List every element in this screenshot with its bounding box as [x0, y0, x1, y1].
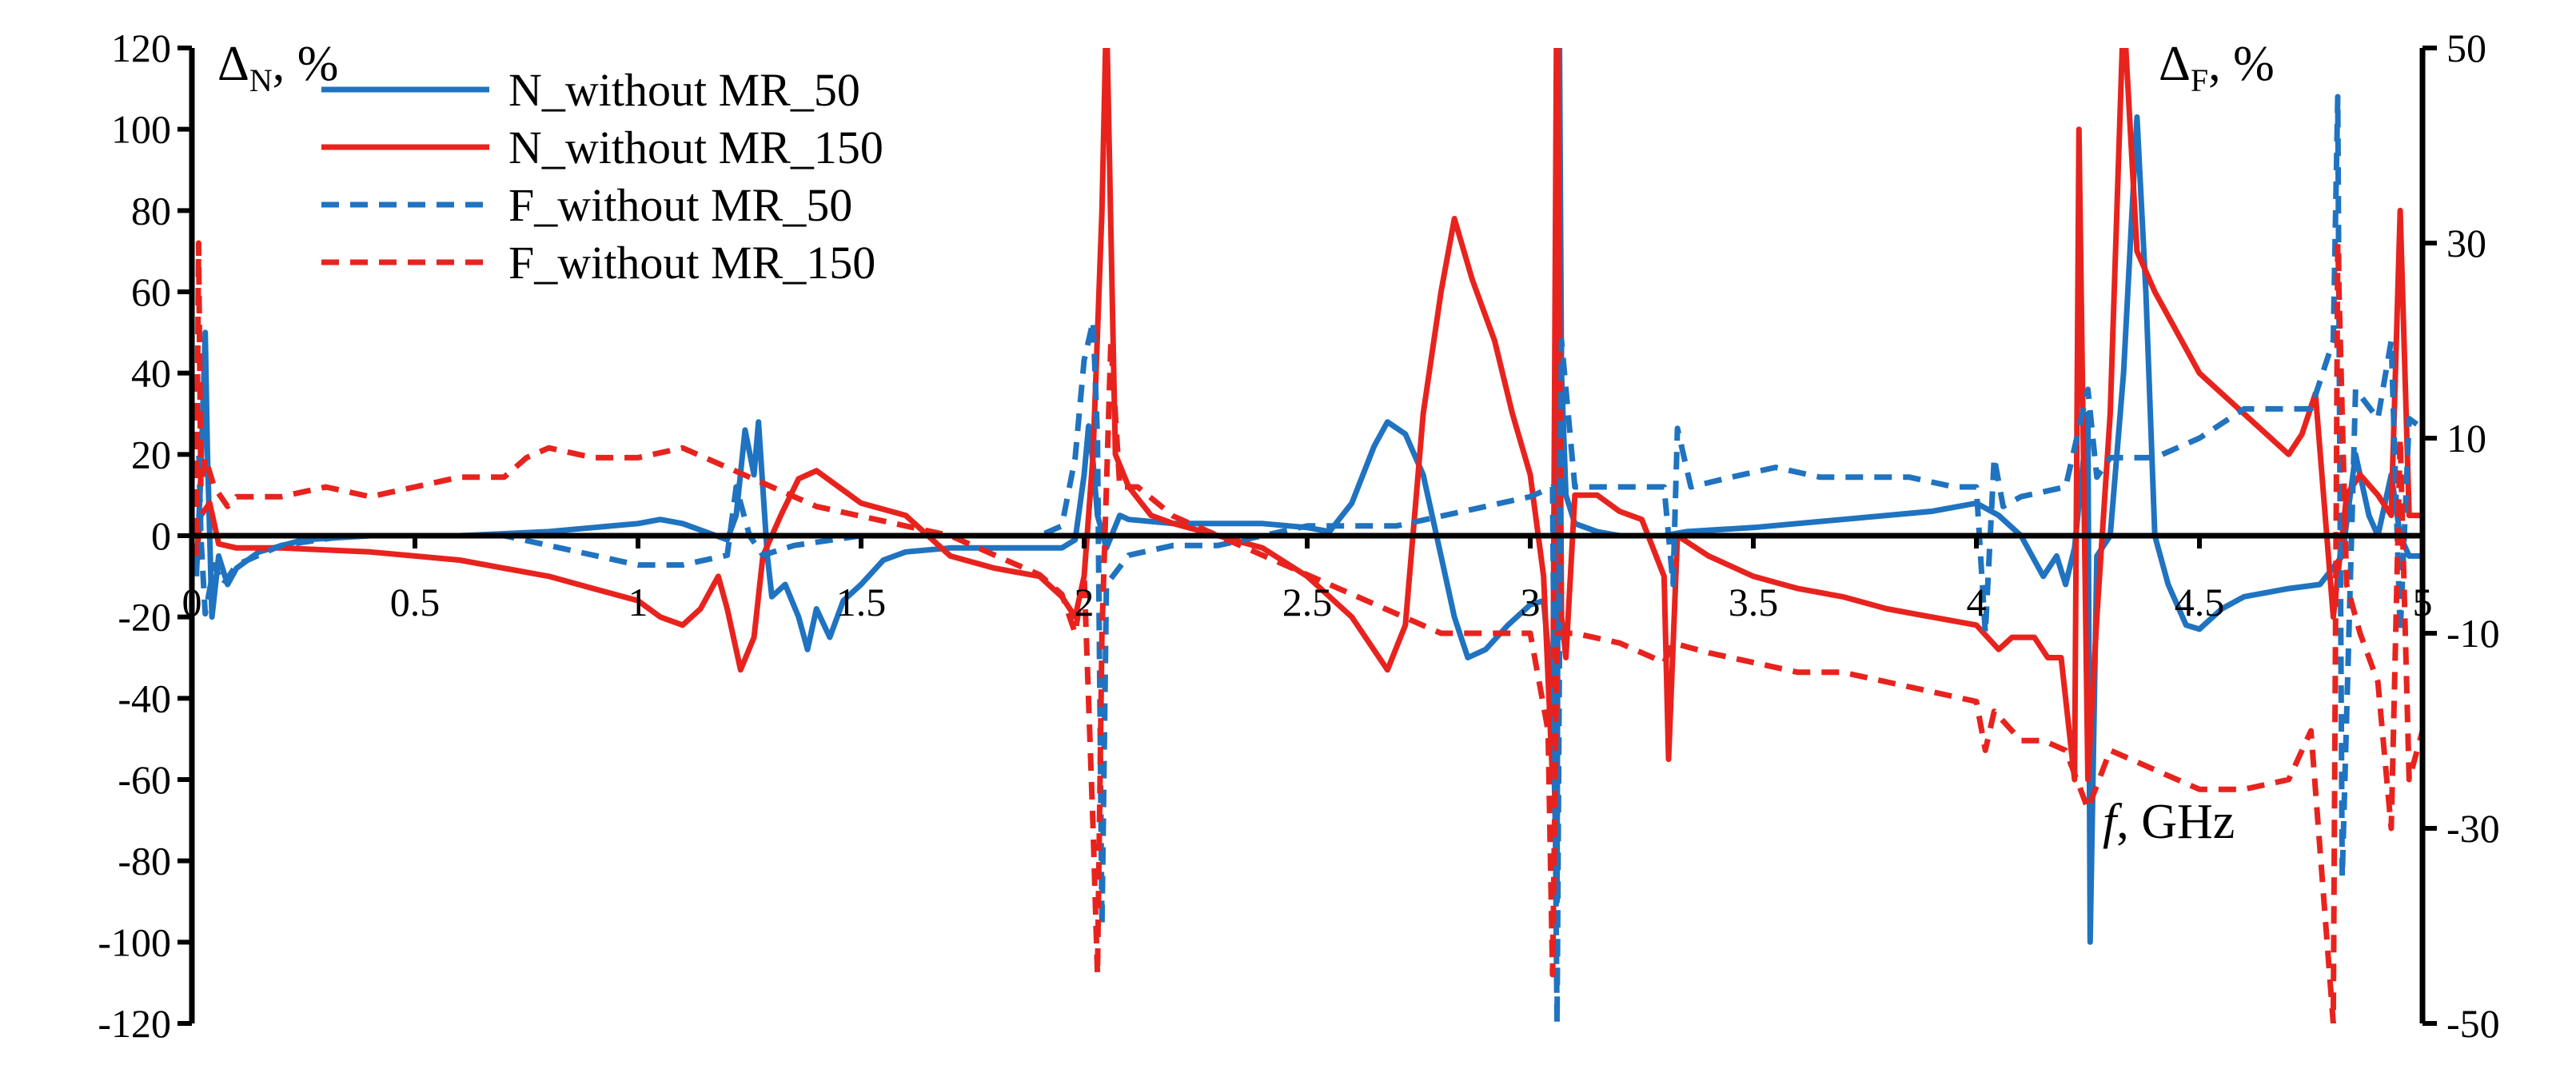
- right-tick-label: -10: [2446, 611, 2500, 656]
- left-tick-label: 120: [111, 26, 171, 70]
- legend-label-2: N_without MR_150: [508, 122, 883, 174]
- axes: [177, 46, 2437, 1026]
- left-tick-label: 20: [131, 432, 171, 477]
- left-tick-label: -60: [118, 757, 171, 802]
- legend-label-3: F_without MR_50: [508, 179, 852, 231]
- right-tick-label: 10: [2446, 416, 2486, 461]
- series-line-3: [193, 94, 2422, 1023]
- left-tick-label: 60: [131, 269, 171, 314]
- left-tick-label: -120: [98, 1001, 171, 1046]
- legend-label-4: F_without MR_150: [508, 237, 875, 289]
- right-tick-label: 30: [2446, 221, 2486, 265]
- legend-label-1: N_without MR_50: [508, 64, 860, 116]
- right-tick-label: -30: [2446, 806, 2500, 851]
- x-tick-label: 2.5: [1282, 580, 1333, 624]
- tick-labels: 120100806040200-20-40-60-80-100-12050301…: [98, 26, 2499, 1046]
- left-tick-label: 80: [131, 188, 171, 233]
- left-tick-label: 40: [131, 351, 171, 396]
- x-tick-label: 0: [182, 580, 202, 624]
- legend: N_without MR_50N_without MR_150F_without…: [321, 64, 883, 289]
- left-tick-label: -80: [118, 839, 171, 884]
- x-tick-label: 1.5: [836, 580, 887, 624]
- x-tick-label: 3: [1521, 580, 1541, 624]
- left-axis-label: ΔN, %: [217, 37, 338, 98]
- series-line-4: [193, 240, 2422, 1023]
- left-tick-label: -40: [118, 676, 171, 720]
- x-tick-label: 5: [2413, 580, 2433, 624]
- x-tick-label: 0.5: [390, 580, 441, 624]
- x-tick-label: 4.5: [2175, 580, 2225, 624]
- x-tick-label: 1: [628, 580, 648, 624]
- left-tick-label: 0: [151, 513, 171, 558]
- series-line-2: [193, 48, 2422, 783]
- right-tick-label: 50: [2446, 26, 2486, 70]
- x-tick-label: 2: [1075, 580, 1095, 624]
- x-tick-label: 4: [1967, 580, 1987, 624]
- right-tick-label: -50: [2446, 1001, 2500, 1046]
- left-tick-label: -100: [98, 919, 171, 964]
- left-tick-label: 100: [111, 107, 171, 152]
- x-tick-label: 3.5: [1729, 580, 1779, 624]
- right-axis-label: ΔF, %: [2159, 37, 2275, 98]
- x-axis-label: f, GHz: [2103, 795, 2235, 849]
- left-tick-label: -20: [118, 595, 171, 640]
